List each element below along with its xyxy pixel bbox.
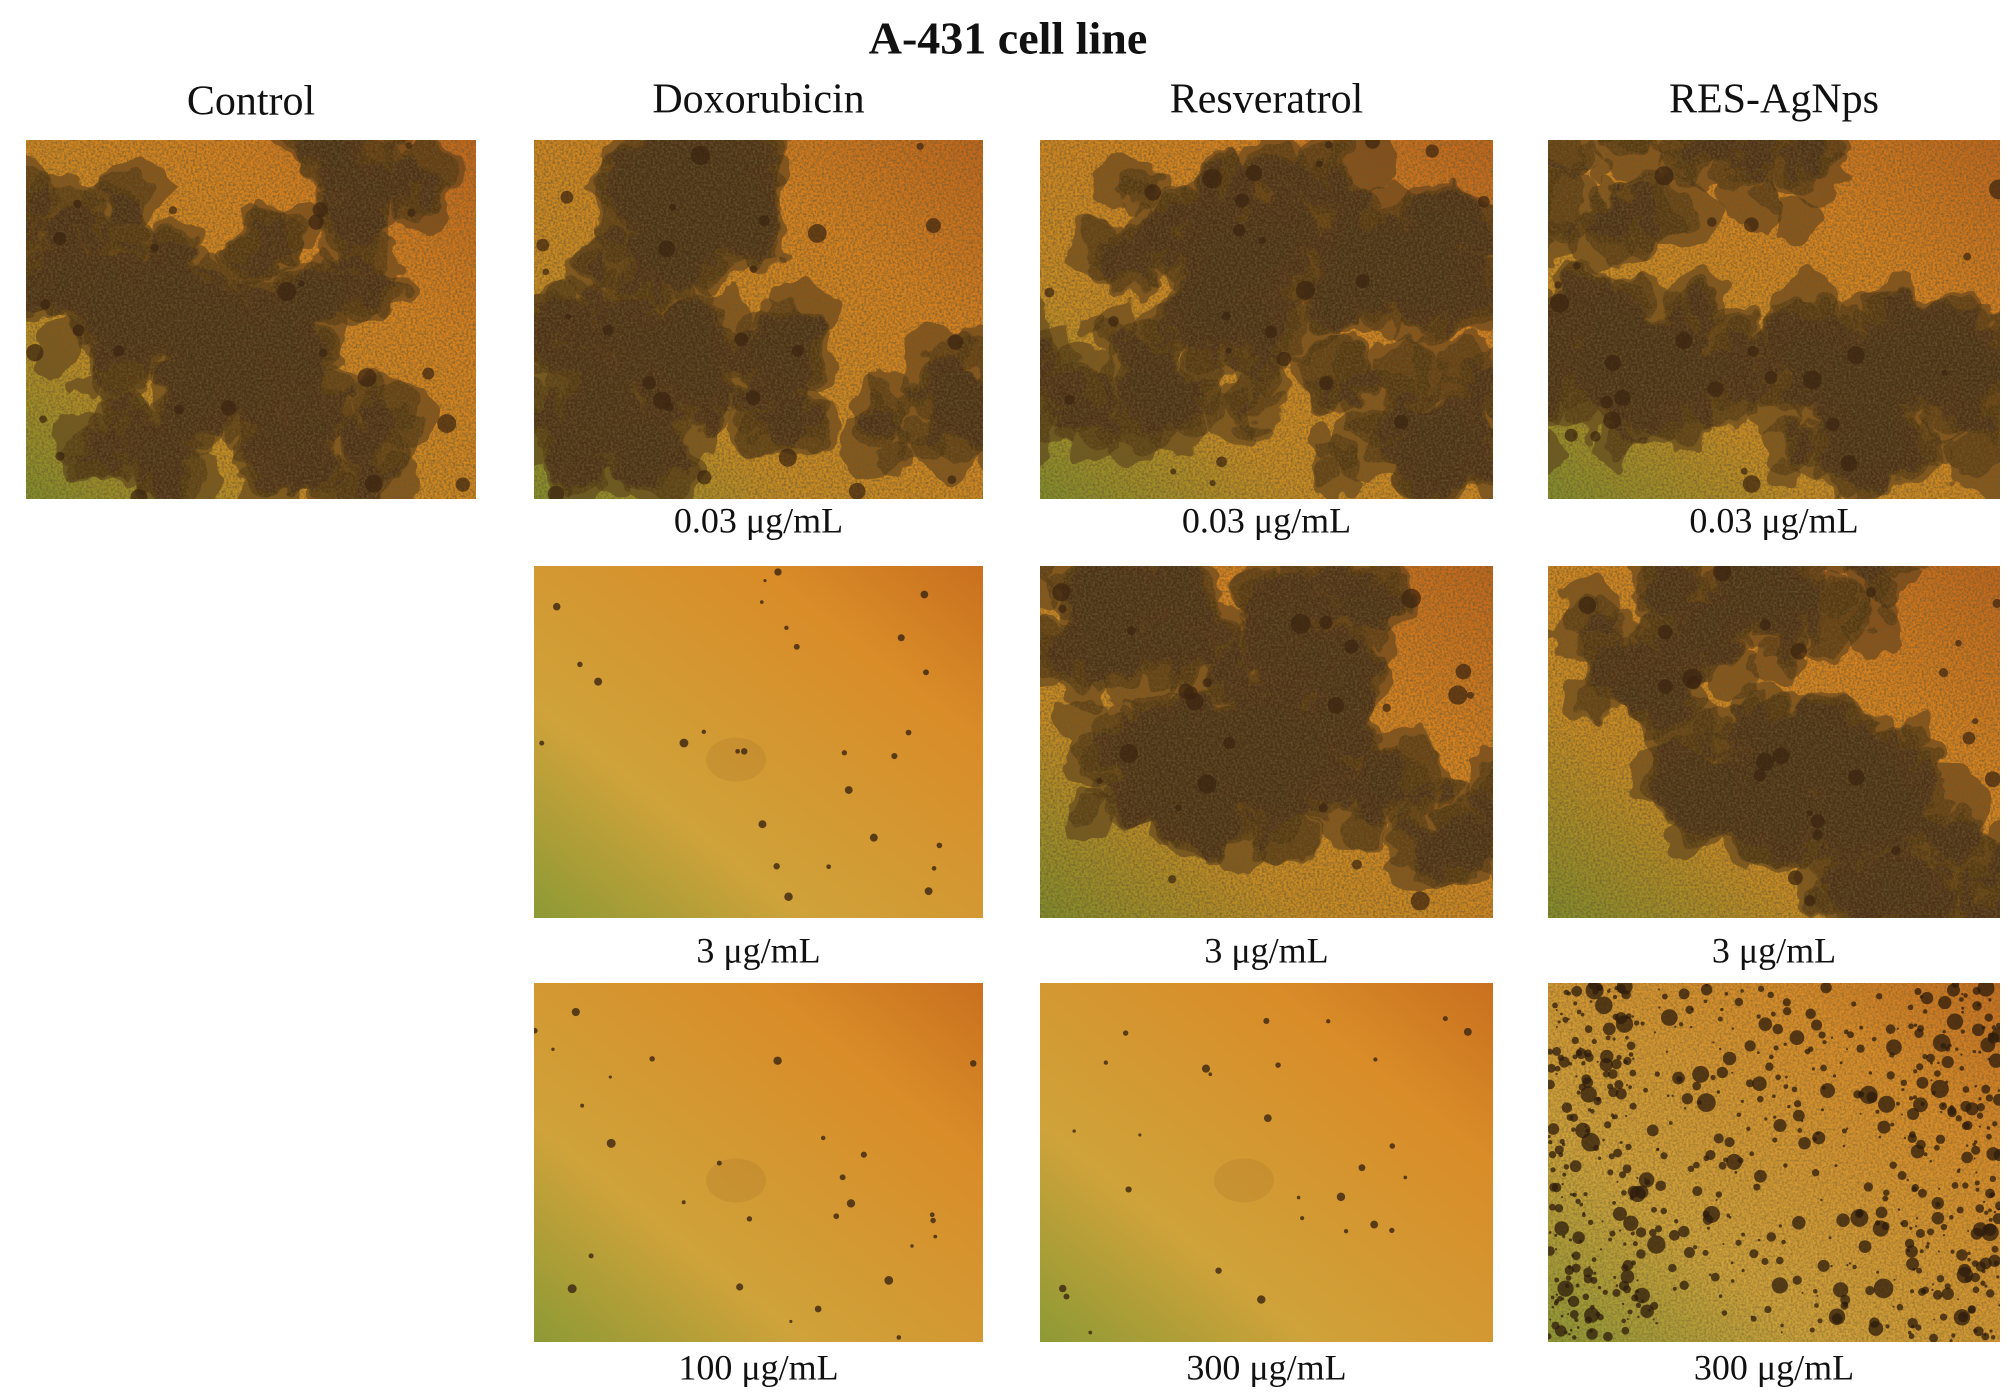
micrograph: [534, 983, 983, 1342]
column-header: Control: [187, 79, 315, 125]
column-header: RES-AgNps: [1669, 77, 1879, 123]
concentration-label: 0.03 μg/mL: [1689, 500, 1858, 540]
micrograph: [26, 140, 476, 499]
micrograph: [1548, 983, 2000, 1342]
micrograph: [1548, 140, 2000, 499]
concentration-label: 300 μg/mL: [1694, 1347, 1854, 1387]
concentration-label: 3 μg/mL: [696, 930, 820, 970]
column-header: Resveratrol: [1170, 77, 1364, 123]
micrograph: [1040, 566, 1493, 918]
figure-title: A-431 cell line: [869, 13, 1148, 64]
concentration-label: 3 μg/mL: [1712, 930, 1836, 970]
micrograph: [534, 140, 983, 499]
micrograph: [534, 566, 983, 918]
micrograph: [1548, 566, 2000, 918]
micrograph: [1040, 140, 1493, 499]
concentration-label: 100 μg/mL: [678, 1347, 838, 1387]
concentration-label: 3 μg/mL: [1204, 930, 1328, 970]
column-header: Doxorubicin: [652, 77, 864, 123]
concentration-label: 0.03 μg/mL: [674, 500, 843, 540]
concentration-label: 300 μg/mL: [1186, 1347, 1346, 1387]
concentration-label: 0.03 μg/mL: [1182, 500, 1351, 540]
micrograph: [1040, 983, 1493, 1342]
